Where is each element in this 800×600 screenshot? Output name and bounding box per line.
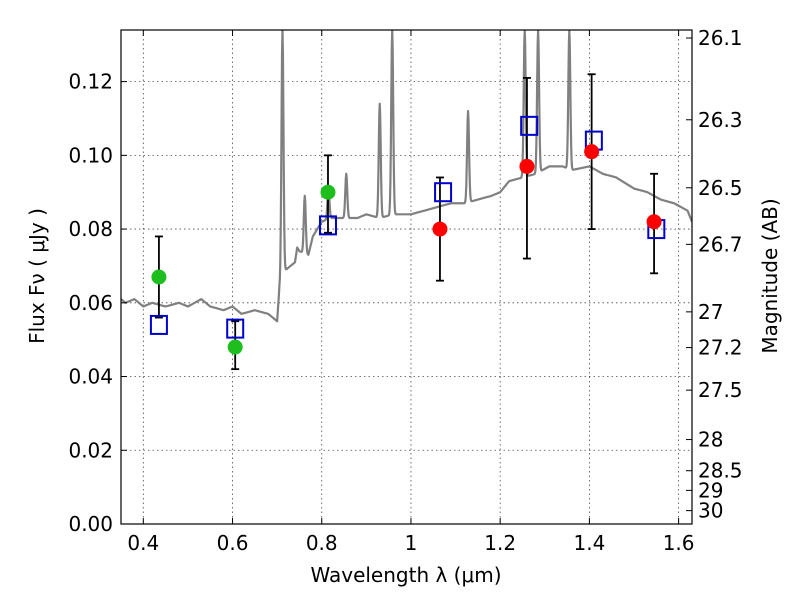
observed-point	[584, 144, 600, 160]
model-point	[226, 318, 245, 339]
observed-point	[320, 184, 336, 200]
observed-point	[519, 158, 535, 174]
model-point	[318, 215, 337, 236]
model-point	[149, 314, 168, 335]
y-axis-label: Flux Fν ( μJy )	[25, 208, 49, 344]
x-tick-label: 1.4	[573, 531, 605, 555]
y2-axis-label: Magnitude (AB)	[758, 198, 782, 353]
y2-tick-label: 28	[698, 428, 723, 452]
axis-ticks: 0.4 0.6 0.8 1 1.2 1.4 1.6 0.00 0.02 0.04 0.06 0.08 0…	[68, 26, 742, 555]
y2-tick-label: 27	[698, 300, 723, 324]
y2-tick-label: 26.7	[698, 232, 743, 256]
y2-tick-label: 28.5	[698, 459, 743, 483]
y2-tick-label: 26.1	[698, 26, 743, 50]
model-point	[434, 182, 453, 203]
y2-tick-label: 27.5	[698, 378, 743, 402]
x-tick-label: 1.6	[663, 531, 695, 555]
y2-tick-label: 26.5	[698, 176, 743, 200]
x-axis-label: Wavelength λ (μm)	[310, 563, 501, 587]
x-tick-label: 0.8	[306, 531, 338, 555]
x-tick-label: 1.2	[484, 531, 516, 555]
plot-frame	[120, 29, 693, 525]
y-tick-label: 0.06	[68, 291, 113, 315]
spectrum-line	[121, 30, 692, 323]
error-bars	[154, 73, 659, 371]
observed-point	[432, 221, 448, 237]
y2-tick-label: 29	[698, 478, 723, 502]
y-tick-label: 0.02	[68, 438, 113, 462]
y-tick-label: 0.04	[68, 365, 113, 389]
y-tick-label: 0.10	[68, 143, 113, 167]
x-tick-label: 1	[405, 531, 418, 555]
y2-tick-label: 27.2	[698, 336, 743, 360]
observed-point	[151, 269, 167, 285]
observed-points	[151, 144, 662, 355]
y2-tick-label: 30	[698, 499, 723, 523]
y-tick-label: 0.08	[68, 217, 113, 241]
y2-tick-label: 26.3	[698, 108, 743, 132]
observed-point	[227, 339, 243, 355]
x-tick-label: 0.6	[217, 531, 249, 555]
spectrum	[121, 30, 692, 323]
model-point	[520, 115, 539, 136]
y-tick-label: 0.12	[68, 70, 113, 94]
grid	[121, 30, 692, 525]
x-tick-label: 0.4	[127, 531, 159, 555]
observed-point	[646, 214, 662, 230]
y-tick-label: 0.00	[68, 512, 113, 536]
